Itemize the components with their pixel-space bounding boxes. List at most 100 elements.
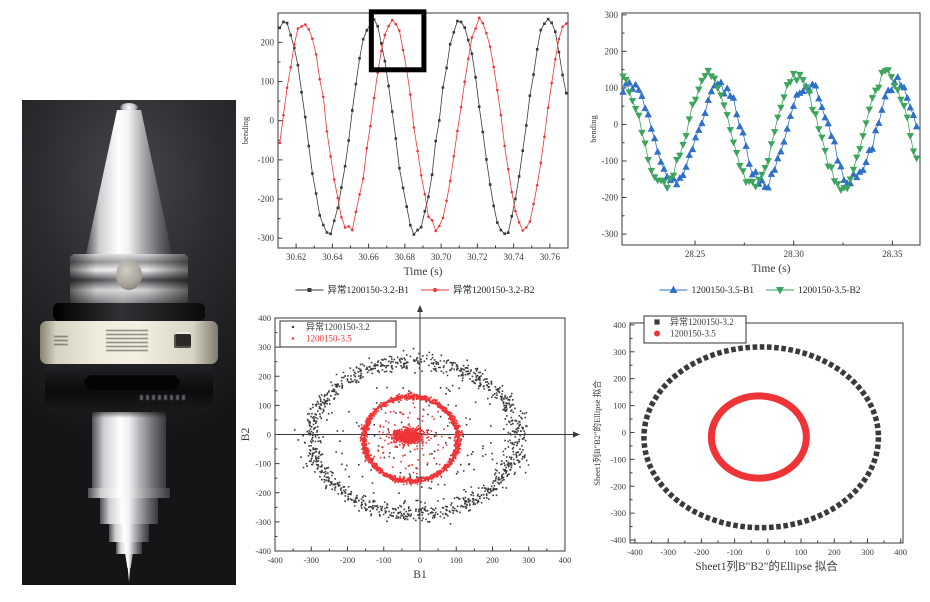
series-1200150-3.5-B1	[619, 73, 921, 191]
svg-text:300: 300	[861, 547, 874, 557]
svg-text:400: 400	[258, 313, 271, 323]
svg-text:30.70: 30.70	[431, 252, 452, 262]
svg-text:30.68: 30.68	[395, 252, 416, 262]
svg-text:-100: -100	[255, 459, 271, 469]
y-axis-label: bending	[588, 115, 598, 143]
svg-text:400: 400	[613, 320, 626, 330]
tick-labels: -400 -300 -200 -100 0 100 200 300 400 -400 -300 -20…	[610, 320, 907, 557]
svg-text:100: 100	[258, 400, 271, 410]
svg-text:-300: -300	[660, 547, 676, 557]
bending-time-chart-svg-2: 28.25 28.30 28.35 -300 -200 -100 0 100 200 300 Tim…	[588, 10, 921, 296]
label-text-smudge-left	[54, 336, 68, 348]
x-axis-label: Time (s)	[404, 266, 443, 278]
svg-text:异常1200150-3.2: 异常1200150-3.2	[670, 316, 734, 327]
svg-text:-300: -300	[258, 233, 275, 243]
svg-text:-300: -300	[602, 229, 619, 239]
sensor-slot	[84, 374, 180, 390]
svg-text:100: 100	[450, 555, 463, 565]
svg-text:-300: -300	[610, 508, 626, 518]
svg-text:-400: -400	[610, 535, 626, 545]
label-logo-mark	[174, 332, 191, 348]
svg-text:1200150-3.5-B1: 1200150-3.5-B1	[691, 286, 754, 296]
svg-text:0: 0	[418, 555, 422, 565]
svg-text:200: 200	[486, 555, 499, 565]
chuck-step-ring	[88, 488, 170, 498]
svg-text:30.64: 30.64	[322, 252, 343, 262]
tick-labels: -400 -300 -200 -100 0 100 200 300 400 -400 -300 -20…	[255, 313, 571, 565]
svg-text:28.25: 28.25	[685, 249, 706, 259]
legend: 异常1200150-3.2-B1 异常1200150-3.2-B2	[295, 284, 535, 296]
svg-text:1200150-3.5: 1200150-3.5	[670, 329, 716, 339]
svg-text:0: 0	[270, 116, 275, 126]
svg-text:300: 300	[258, 342, 271, 352]
chart-bending-time-abnormal-3-2: 30.62 30.64 30.66 30.68 30.70 30.72 30.74 30.76…	[240, 0, 590, 300]
svg-text:-100: -100	[376, 555, 392, 565]
svg-text:200: 200	[613, 374, 626, 384]
x-axis-label: Time (s)	[752, 263, 791, 275]
tick-labels: 28.25 28.30 28.35 -300 -200 -100 0 100 200 300	[602, 10, 903, 259]
legend: 异常1200150-3.2 1200150-3.5	[643, 315, 747, 344]
ellipse-异常1200150-3.2	[641, 344, 882, 531]
pull-stud-highlight	[120, 103, 138, 112]
orbit-scatter-svg: -400 -300 -200 -100 0 100 200 300 400 -400 -300 -20…	[240, 305, 580, 581]
svg-text:400: 400	[559, 555, 572, 565]
svg-text:100: 100	[605, 83, 619, 93]
x-axis-label: B1	[413, 569, 427, 581]
svg-text:200: 200	[261, 37, 275, 47]
tool-shank	[116, 542, 142, 554]
svg-text:异常1200150-3.2: 异常1200150-3.2	[306, 321, 370, 332]
drive-notch	[116, 260, 143, 290]
bending-time-chart-svg: 30.62 30.64 30.66 30.68 30.70 30.72 30.74 30.76…	[240, 9, 569, 296]
svg-text:200: 200	[828, 547, 841, 557]
svg-text:0: 0	[614, 119, 619, 129]
y-axis-label: B2	[240, 428, 252, 442]
chuck-body	[92, 412, 166, 488]
svg-text:-200: -200	[694, 547, 710, 557]
svg-text:300: 300	[613, 347, 626, 357]
ellipse-1200150-3.5	[707, 392, 810, 482]
svg-text:-100: -100	[258, 155, 275, 165]
legend: 异常1200150-3.2 1200150-3.5	[279, 320, 397, 348]
svg-text:1200150-3.5: 1200150-3.5	[306, 334, 352, 344]
svg-text:100: 100	[795, 547, 808, 557]
collet-nut	[100, 498, 158, 524]
scatter-1200150-3.5	[359, 391, 464, 486]
taper-shank	[86, 110, 172, 254]
svg-text:28.35: 28.35	[882, 249, 903, 259]
series-异常1200150-3.2-B2	[278, 16, 568, 233]
svg-text:-400: -400	[627, 547, 643, 557]
svg-text:30.66: 30.66	[359, 252, 380, 262]
chart-bending-time-3-5: 28.25 28.30 28.35 -300 -200 -100 0 100 200 300 Tim…	[588, 0, 930, 300]
svg-text:-200: -200	[340, 555, 356, 565]
collet-step	[109, 524, 149, 542]
series-1200150-3.5-B2	[619, 67, 921, 194]
axes-frame	[629, 322, 904, 544]
series-异常1200150-3.2-B1	[278, 17, 568, 236]
svg-text:400: 400	[894, 547, 907, 557]
label-text-smudge-center	[106, 330, 148, 354]
svg-text:-100: -100	[602, 156, 619, 166]
svg-text:300: 300	[522, 555, 535, 565]
svg-text:-200: -200	[255, 488, 271, 498]
svg-text:200: 200	[258, 371, 271, 381]
chuck-body-shadow	[92, 412, 166, 418]
highlight-box	[368, 9, 427, 73]
svg-text:100: 100	[261, 77, 275, 87]
chart-orbit-scatter: -400 -300 -200 -100 0 100 200 300 400 -400 -300 -20…	[240, 300, 590, 602]
svg-text:30.76: 30.76	[540, 252, 561, 262]
svg-text:0: 0	[622, 427, 626, 437]
legend: 1200150-3.5-B1 1200150-3.5-B2	[659, 285, 861, 296]
svg-text:30.62: 30.62	[286, 252, 306, 262]
svg-text:-300: -300	[303, 555, 319, 565]
svg-text:-200: -200	[610, 481, 626, 491]
svg-text:0: 0	[267, 430, 271, 440]
axis-ticks	[622, 14, 893, 245]
tick-labels: 30.62 30.64 30.66 30.68 30.70 30.72 30.74 30.76…	[258, 37, 561, 262]
y-axis-label: bending	[240, 116, 250, 144]
svg-text:-100: -100	[727, 547, 743, 557]
ellipse-fit-svg: -400 -300 -200 -100 0 100 200 300 400 -400 -300 -20…	[592, 315, 907, 573]
upper-black-ring	[53, 303, 205, 321]
svg-text:200: 200	[605, 46, 619, 56]
svg-text:28.30: 28.30	[784, 249, 805, 259]
chart-ellipse-fit: -400 -300 -200 -100 0 100 200 300 400 -400 -300 -20…	[590, 300, 930, 602]
